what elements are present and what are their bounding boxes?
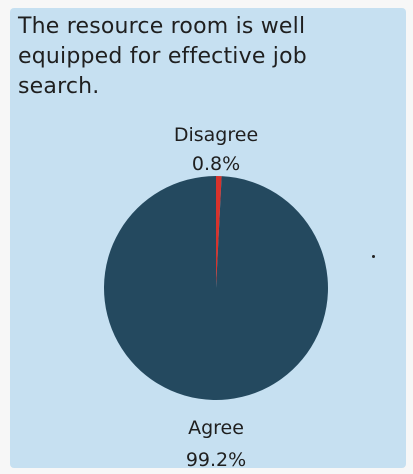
chart-title: The resource room is well equipped for e… [18, 14, 307, 99]
slice-label-agree: Agree [188, 417, 244, 439]
slice-label-disagree: Disagree [174, 124, 258, 146]
stray-dot [372, 255, 375, 258]
pie-slice-agree [104, 176, 329, 400]
pie-slice-disagree [216, 176, 222, 288]
slice-value-agree: 99.2% [186, 449, 246, 471]
slice-value-disagree: 0.8% [192, 153, 240, 175]
